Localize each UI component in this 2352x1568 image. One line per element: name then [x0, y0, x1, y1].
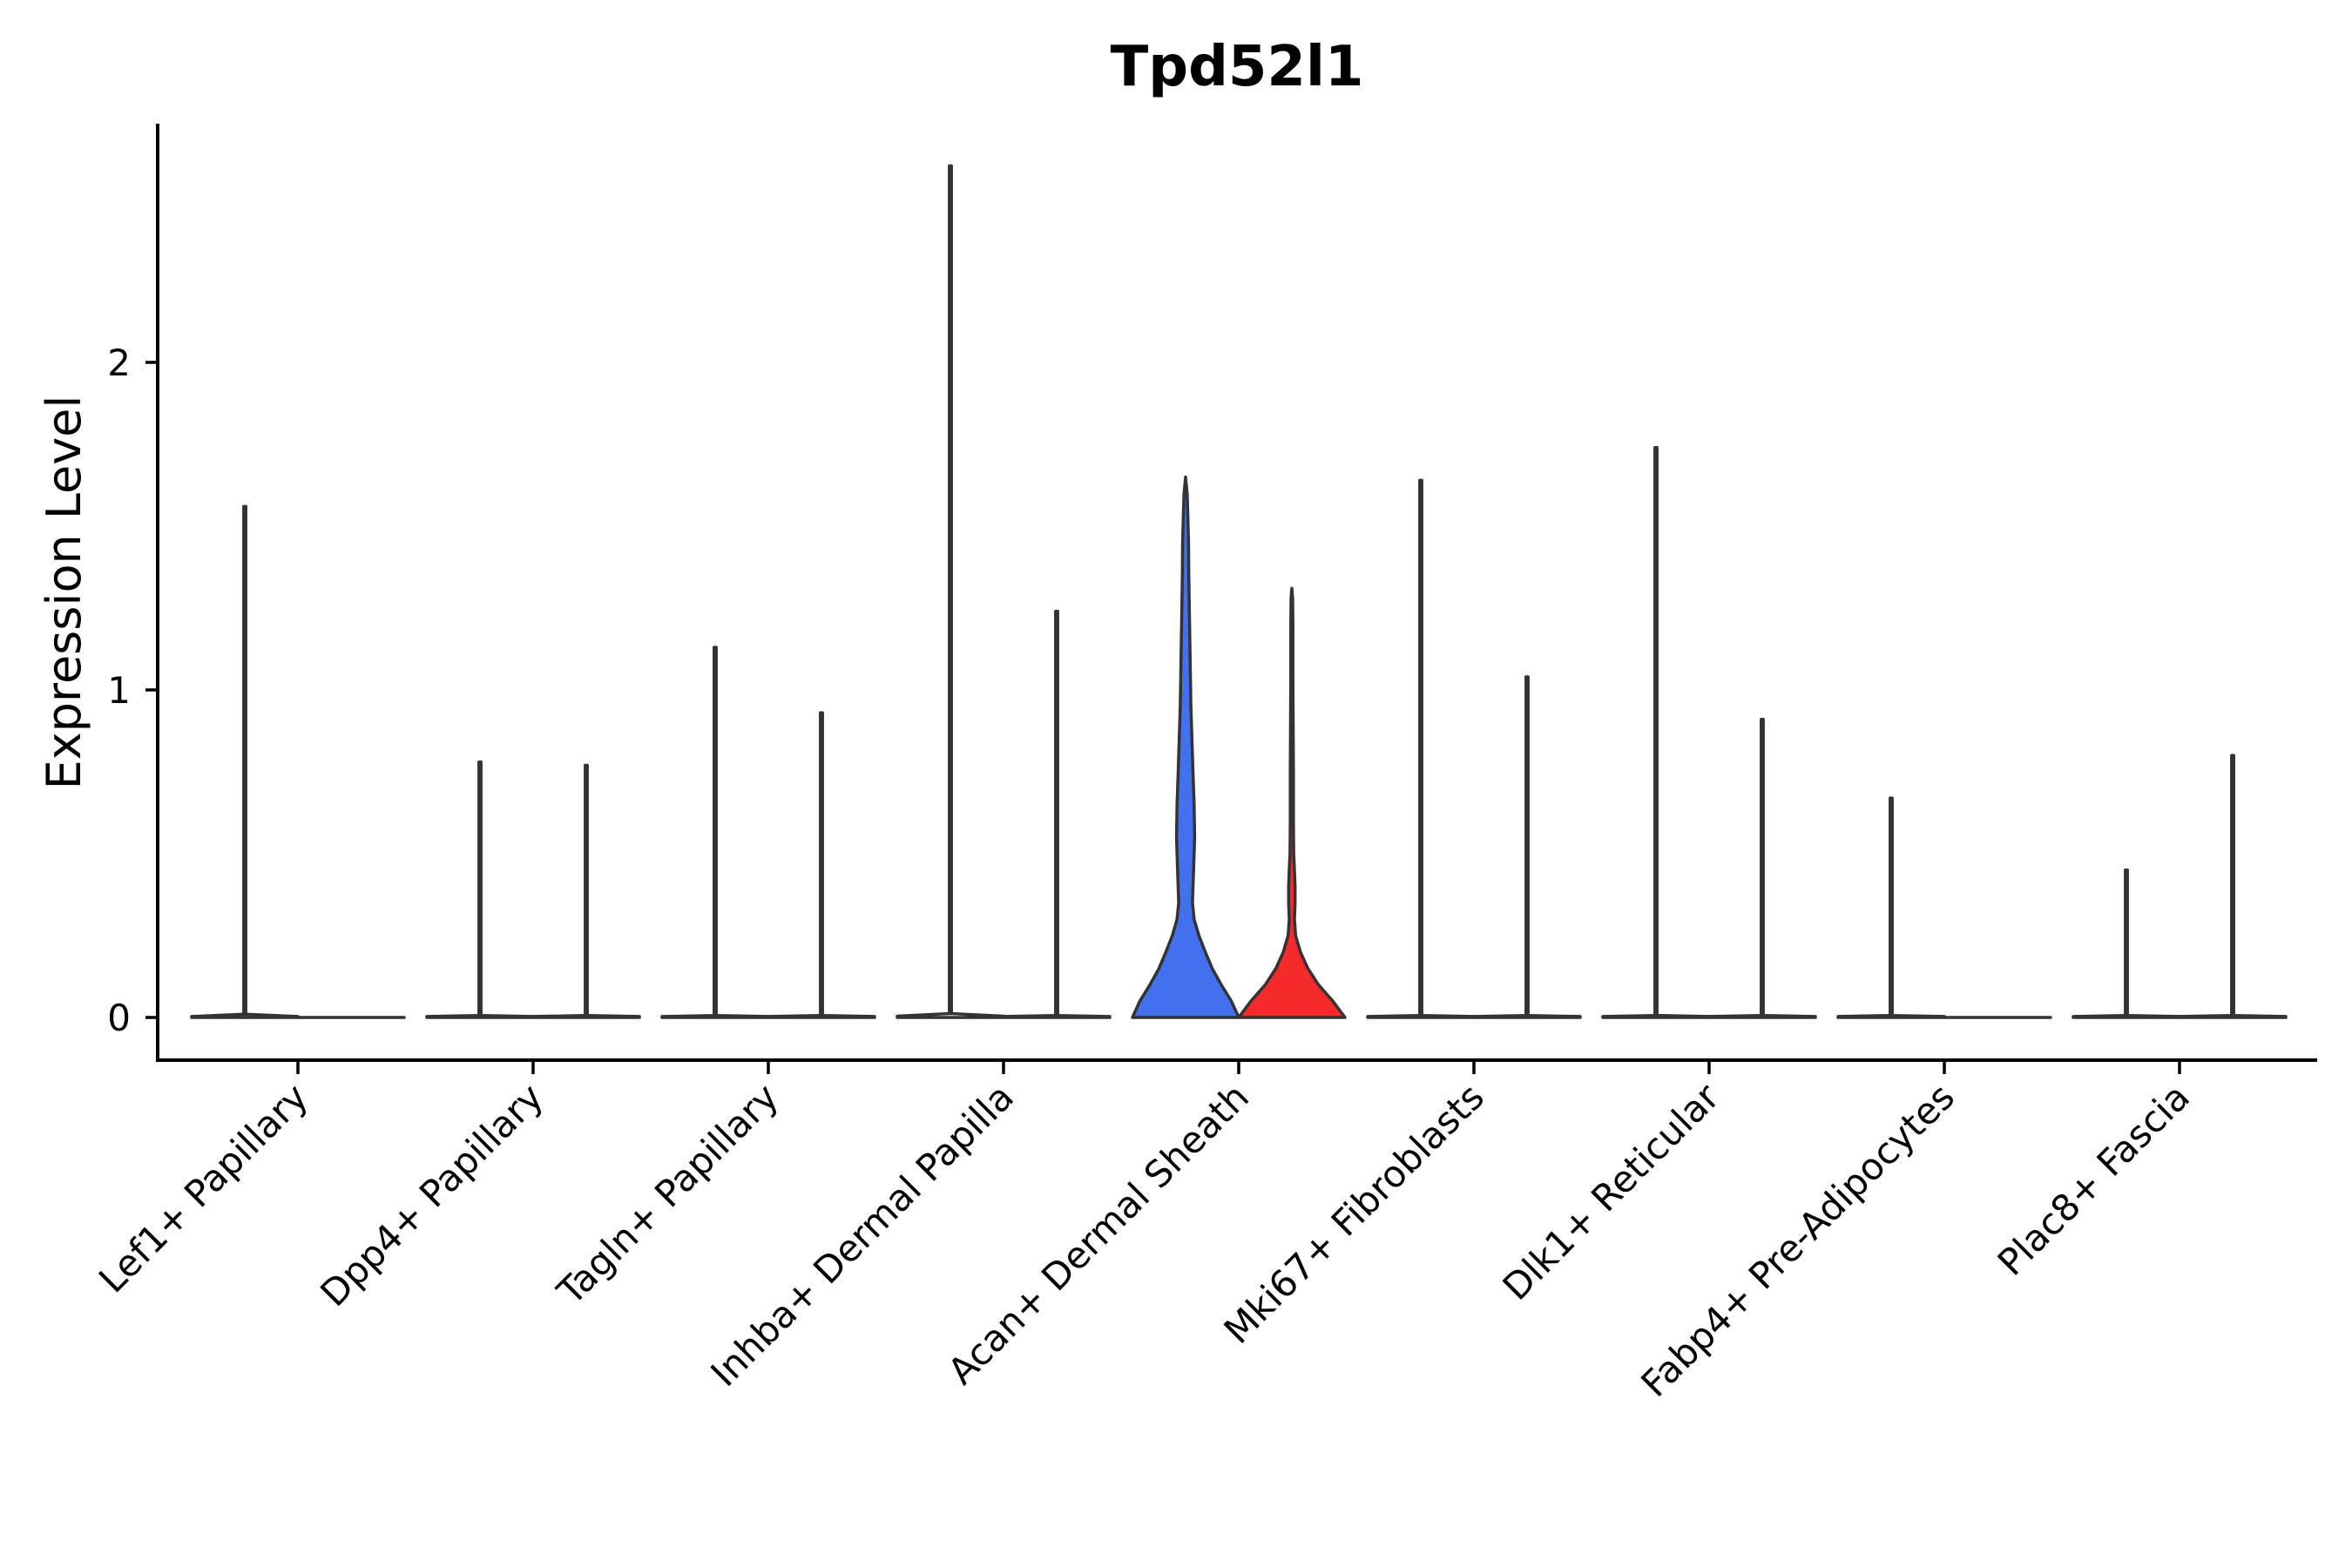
violin-9-group-1 [2072, 868, 2181, 1019]
violin-9-group-2 [2178, 754, 2288, 1019]
y-ticks: 0 1 2 [107, 341, 158, 1039]
violin-3-group-2 [767, 711, 876, 1019]
violin-7-group-1 [1601, 446, 1711, 1019]
axes [156, 124, 2317, 1062]
violin-4-group-2 [1002, 610, 1112, 1019]
violin-8-group-1 [1836, 796, 1946, 1019]
violin-layer [190, 164, 2288, 1019]
x-tick-label-5: Mki67+ Fibroblasts [1216, 1075, 1492, 1351]
y-tick-label-1: 1 [107, 669, 131, 712]
y-axis-label: Expression Level [37, 395, 91, 790]
violin-3-group-1 [660, 645, 770, 1019]
x-tick-label-1: Dpp4+ Papillary [312, 1075, 551, 1315]
x-tick-label-2: Tagln+ Papillary [549, 1075, 787, 1313]
violin-1-group-1 [190, 504, 300, 1019]
chart-title: Tpd52l1 [1111, 35, 1364, 99]
violin-2-group-1 [425, 760, 535, 1019]
violin-5-group-1 [1131, 475, 1240, 1019]
violin-6-group-1 [1366, 478, 1476, 1019]
violin-4-group-1 [896, 164, 1005, 1019]
x-tick-label-6: Dlk1+ Reticular [1495, 1075, 1728, 1308]
y-tick-label-0: 0 [107, 997, 131, 1039]
x-tick-label-0: Lef1+ Papillary [91, 1075, 316, 1301]
y-tick-label-2: 2 [107, 341, 131, 384]
violin-6-group-2 [1472, 675, 1582, 1019]
violin-2-group-2 [531, 763, 641, 1019]
violin-7-group-2 [1707, 718, 1817, 1019]
violin-5-group-2 [1237, 586, 1347, 1019]
x-tick-label-8: Plac8+ Fascia [1990, 1075, 2198, 1283]
